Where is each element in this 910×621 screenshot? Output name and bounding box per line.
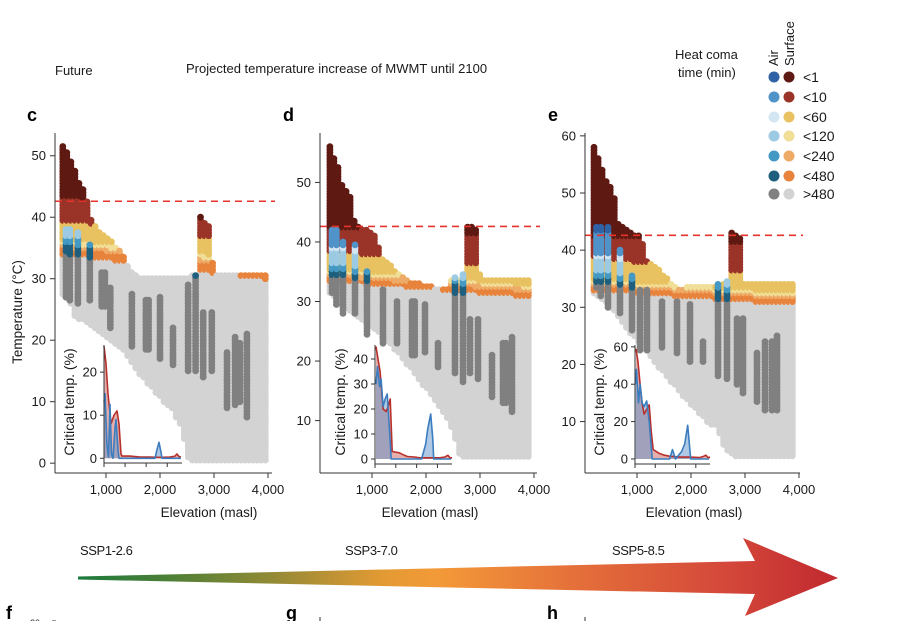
surface-point bbox=[124, 263, 131, 270]
x-tick-label: 4,000 bbox=[252, 482, 285, 497]
surface-point bbox=[476, 271, 484, 279]
future-label: Future bbox=[55, 63, 93, 78]
x-axis-label: Elevation (masl) bbox=[161, 505, 258, 520]
surface-point bbox=[342, 188, 350, 195]
air-point bbox=[223, 349, 231, 356]
surface-point bbox=[83, 198, 91, 206]
surface-point bbox=[67, 158, 75, 166]
x-tick-label: 2,000 bbox=[144, 482, 177, 497]
air-point bbox=[101, 269, 109, 276]
surface-point bbox=[371, 232, 378, 240]
surface-point bbox=[350, 217, 358, 225]
surface-point bbox=[120, 253, 127, 261]
air-point bbox=[106, 284, 114, 292]
surface-point bbox=[326, 143, 334, 151]
surface-point bbox=[79, 186, 87, 194]
y-tick-label: 10 bbox=[32, 394, 46, 409]
inset-y-tick-label: 0 bbox=[90, 451, 97, 466]
surface-point bbox=[116, 247, 123, 255]
air-point bbox=[243, 330, 251, 338]
surface-point bbox=[87, 216, 95, 224]
surface-point bbox=[330, 155, 338, 163]
surface-point bbox=[346, 193, 354, 201]
surface-point bbox=[334, 164, 342, 171]
surface-point bbox=[205, 223, 213, 230]
air-point bbox=[184, 281, 192, 289]
air-point bbox=[86, 241, 94, 249]
air-point bbox=[156, 293, 164, 301]
air-point bbox=[231, 333, 239, 341]
surface-point bbox=[71, 167, 79, 175]
y-tick-label: 40 bbox=[32, 210, 46, 225]
air-point bbox=[145, 296, 153, 304]
surface-point bbox=[261, 272, 269, 279]
panel-letter: d bbox=[283, 105, 294, 125]
x-tick-label: 3,000 bbox=[198, 482, 231, 497]
surface-point bbox=[338, 182, 346, 189]
surface-point bbox=[63, 149, 71, 157]
air-point bbox=[199, 309, 207, 316]
air-point bbox=[169, 324, 177, 332]
air-point bbox=[208, 309, 216, 316]
surface-point bbox=[75, 180, 83, 187]
air-point bbox=[192, 272, 200, 279]
surface-point bbox=[375, 244, 382, 252]
air-point bbox=[236, 339, 244, 347]
y-tick-label: 20 bbox=[32, 333, 46, 348]
y-tick-label: 50 bbox=[32, 148, 46, 163]
surface-point bbox=[472, 226, 480, 234]
inset-y-tick-label: 10 bbox=[83, 408, 97, 423]
panel-c: c 0 10 20 30 40 50 1,000 2,000 3,000 4,000 Elevatio… bbox=[10, 105, 284, 520]
panel-letter: c bbox=[27, 105, 37, 125]
surface-point bbox=[197, 213, 204, 221]
surface-point bbox=[387, 262, 394, 270]
air-point bbox=[66, 226, 74, 233]
air-point bbox=[128, 290, 136, 298]
y-tick-label: 0 bbox=[39, 456, 46, 471]
surface-point bbox=[209, 259, 217, 267]
surface-point bbox=[108, 238, 115, 246]
figure-title: Projected temperature increase of MWMT u… bbox=[186, 61, 487, 76]
y-tick-label: 30 bbox=[32, 271, 46, 286]
air-point bbox=[74, 229, 82, 237]
air-points bbox=[62, 226, 251, 421]
y-axis-label: Temperature (°C) bbox=[10, 260, 25, 364]
inset-y-tick-label: 20 bbox=[83, 365, 97, 380]
surface-point bbox=[91, 223, 99, 230]
inset-y-axis-label: Critical temp. (%) bbox=[61, 348, 77, 455]
panels: c 0 10 20 30 40 50 1,000 2,000 3,000 4,000 Elevatio… bbox=[10, 105, 815, 520]
surface-point bbox=[59, 143, 67, 150]
x-tick-label: 1,000 bbox=[90, 482, 123, 497]
